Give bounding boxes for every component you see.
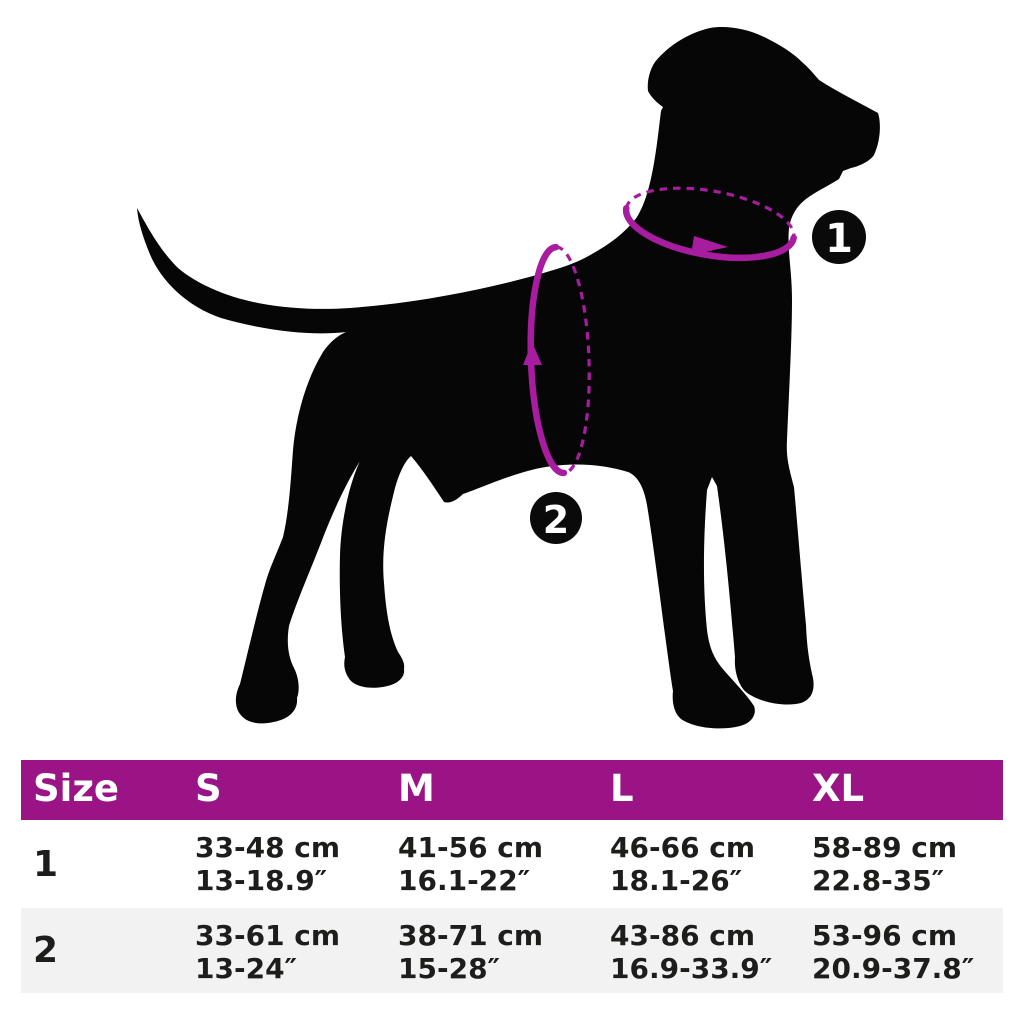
cm-value: 46-66 cm xyxy=(610,831,756,864)
neck-measure-badge: 1 xyxy=(812,210,866,264)
row-2-l-cell: 43-86 cm 16.9-33.9″ xyxy=(610,908,812,993)
size-table-header: Size S M L XL xyxy=(21,760,1003,820)
inch-value: 20.9-37.8″ xyxy=(812,952,975,985)
cm-value: 33-48 cm xyxy=(195,831,341,864)
table-row-2: 2 33-61 cm 13-24″ 38-71 cm 15-28″ 43-86 … xyxy=(21,908,1003,993)
inch-value: 18.1-26″ xyxy=(610,864,743,897)
header-m: M xyxy=(398,767,435,810)
inch-value: 13-24″ xyxy=(195,952,298,985)
neck-girth-ring xyxy=(622,186,797,262)
badge-2-number: 2 xyxy=(543,498,569,542)
row-2-xl-cell: 53-96 cm 20.9-37.8″ xyxy=(812,908,1003,993)
badge-1-circle xyxy=(812,210,866,264)
cm-value: 43-86 cm xyxy=(610,919,756,952)
dog-silhouette xyxy=(137,27,880,729)
header-s: S xyxy=(195,767,222,810)
row-1-l-cell: 46-66 cm 18.1-26″ xyxy=(610,820,812,908)
inch-value: 13-18.9″ xyxy=(195,864,328,897)
row-2-label: 2 xyxy=(33,930,59,971)
neck-ring-arrow-icon xyxy=(691,236,728,255)
row-1-s-cell: 33-48 cm 13-18.9″ xyxy=(195,820,398,908)
badge-1-number: 1 xyxy=(825,216,853,262)
inch-value: 16.9-33.9″ xyxy=(610,952,773,985)
row-1-label: 1 xyxy=(33,843,59,885)
inch-value: 15-28″ xyxy=(398,952,501,985)
size-table: Size S M L XL 1 33-48 cm 13-18.9″ 41-56 … xyxy=(21,760,1003,993)
cm-value: 53-96 cm xyxy=(812,919,958,952)
row-2-s-cell: 33-61 cm 13-24″ xyxy=(195,908,398,993)
cm-value: 58-89 cm xyxy=(812,831,958,864)
cm-value: 41-56 cm xyxy=(398,831,544,864)
row-2-m-cell: 38-71 cm 15-28″ xyxy=(398,908,610,993)
inch-value: 16.1-22″ xyxy=(398,864,531,897)
badge-2-circle xyxy=(530,492,582,544)
neck-ring-dashed-arc xyxy=(624,186,796,239)
chest-ring-arrow-icon xyxy=(523,342,542,365)
row-1-m-cell: 41-56 cm 16.1-22″ xyxy=(398,820,610,908)
chest-ring-dashed-arc xyxy=(555,245,591,475)
header-l: L xyxy=(610,767,634,810)
header-size: Size xyxy=(33,767,119,810)
table-row-1: 1 33-48 cm 13-18.9″ 41-56 cm 16.1-22″ 46… xyxy=(21,820,1003,908)
cm-value: 38-71 cm xyxy=(398,919,544,952)
header-xl: XL xyxy=(812,767,865,810)
inch-value: 22.8-35″ xyxy=(812,864,945,897)
row-1-xl-cell: 58-89 cm 22.8-35″ xyxy=(812,820,1003,908)
cm-value: 33-61 cm xyxy=(195,919,341,952)
neck-ring-solid-arc xyxy=(622,204,797,262)
chest-measure-badge: 2 xyxy=(530,492,582,544)
